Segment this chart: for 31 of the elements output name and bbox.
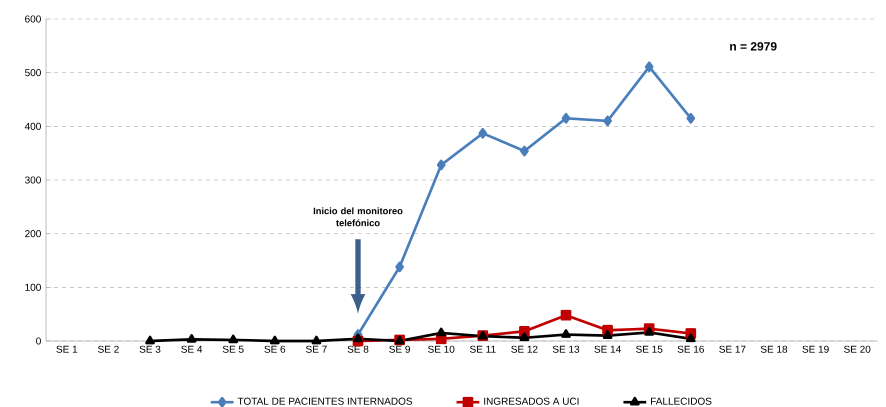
y-tick-label: 0 (36, 337, 41, 345)
x-tick-label: SE 12 (511, 346, 538, 353)
y-tick-label: 300 (24, 176, 41, 184)
annotation: n = 2979 (730, 42, 777, 51)
x-tick-label: SE 20 (844, 346, 870, 353)
x-tick-label: SE 9 (389, 346, 410, 353)
x-tick-label: SE 2 (98, 346, 119, 353)
x-tick-label: SE 10 (428, 346, 454, 353)
legend-label: TOTAL DE PACIENTES INTERNADOS (238, 398, 412, 405)
y-tick-label: 500 (25, 69, 41, 76)
x-tick-label: SE 3 (140, 346, 160, 353)
x-tick-label: SE 14 (594, 346, 621, 353)
x-tick-label: SE 6 (264, 346, 286, 353)
x-tick-label: SE 4 (181, 346, 202, 353)
y-tick-label: 400 (24, 122, 41, 130)
x-tick-label: SE 19 (802, 346, 829, 353)
legend-label: INGRESADOS A UCI (484, 398, 579, 405)
x-tick-label: SE 5 (222, 346, 244, 353)
x-tick-label: SE 17 (719, 346, 746, 353)
y-tick-label: 600 (25, 15, 41, 23)
x-tick-label: SE 7 (306, 346, 327, 353)
x-tick-label: SE 16 (678, 346, 704, 353)
x-tick-label: SE 13 (552, 346, 580, 353)
y-tick-label: 200 (25, 230, 41, 238)
x-tick-label: SE 11 (470, 346, 496, 353)
legend-label: FALLECIDOS (651, 398, 712, 405)
x-tick-label: SE 1 (56, 346, 78, 353)
y-tick-label: 100 (25, 284, 41, 291)
x-tick-label: SE 15 (636, 346, 662, 353)
annotation: Inicio del monitoreo telefónico (314, 207, 402, 226)
x-tick-label: SE 18 (760, 346, 788, 353)
